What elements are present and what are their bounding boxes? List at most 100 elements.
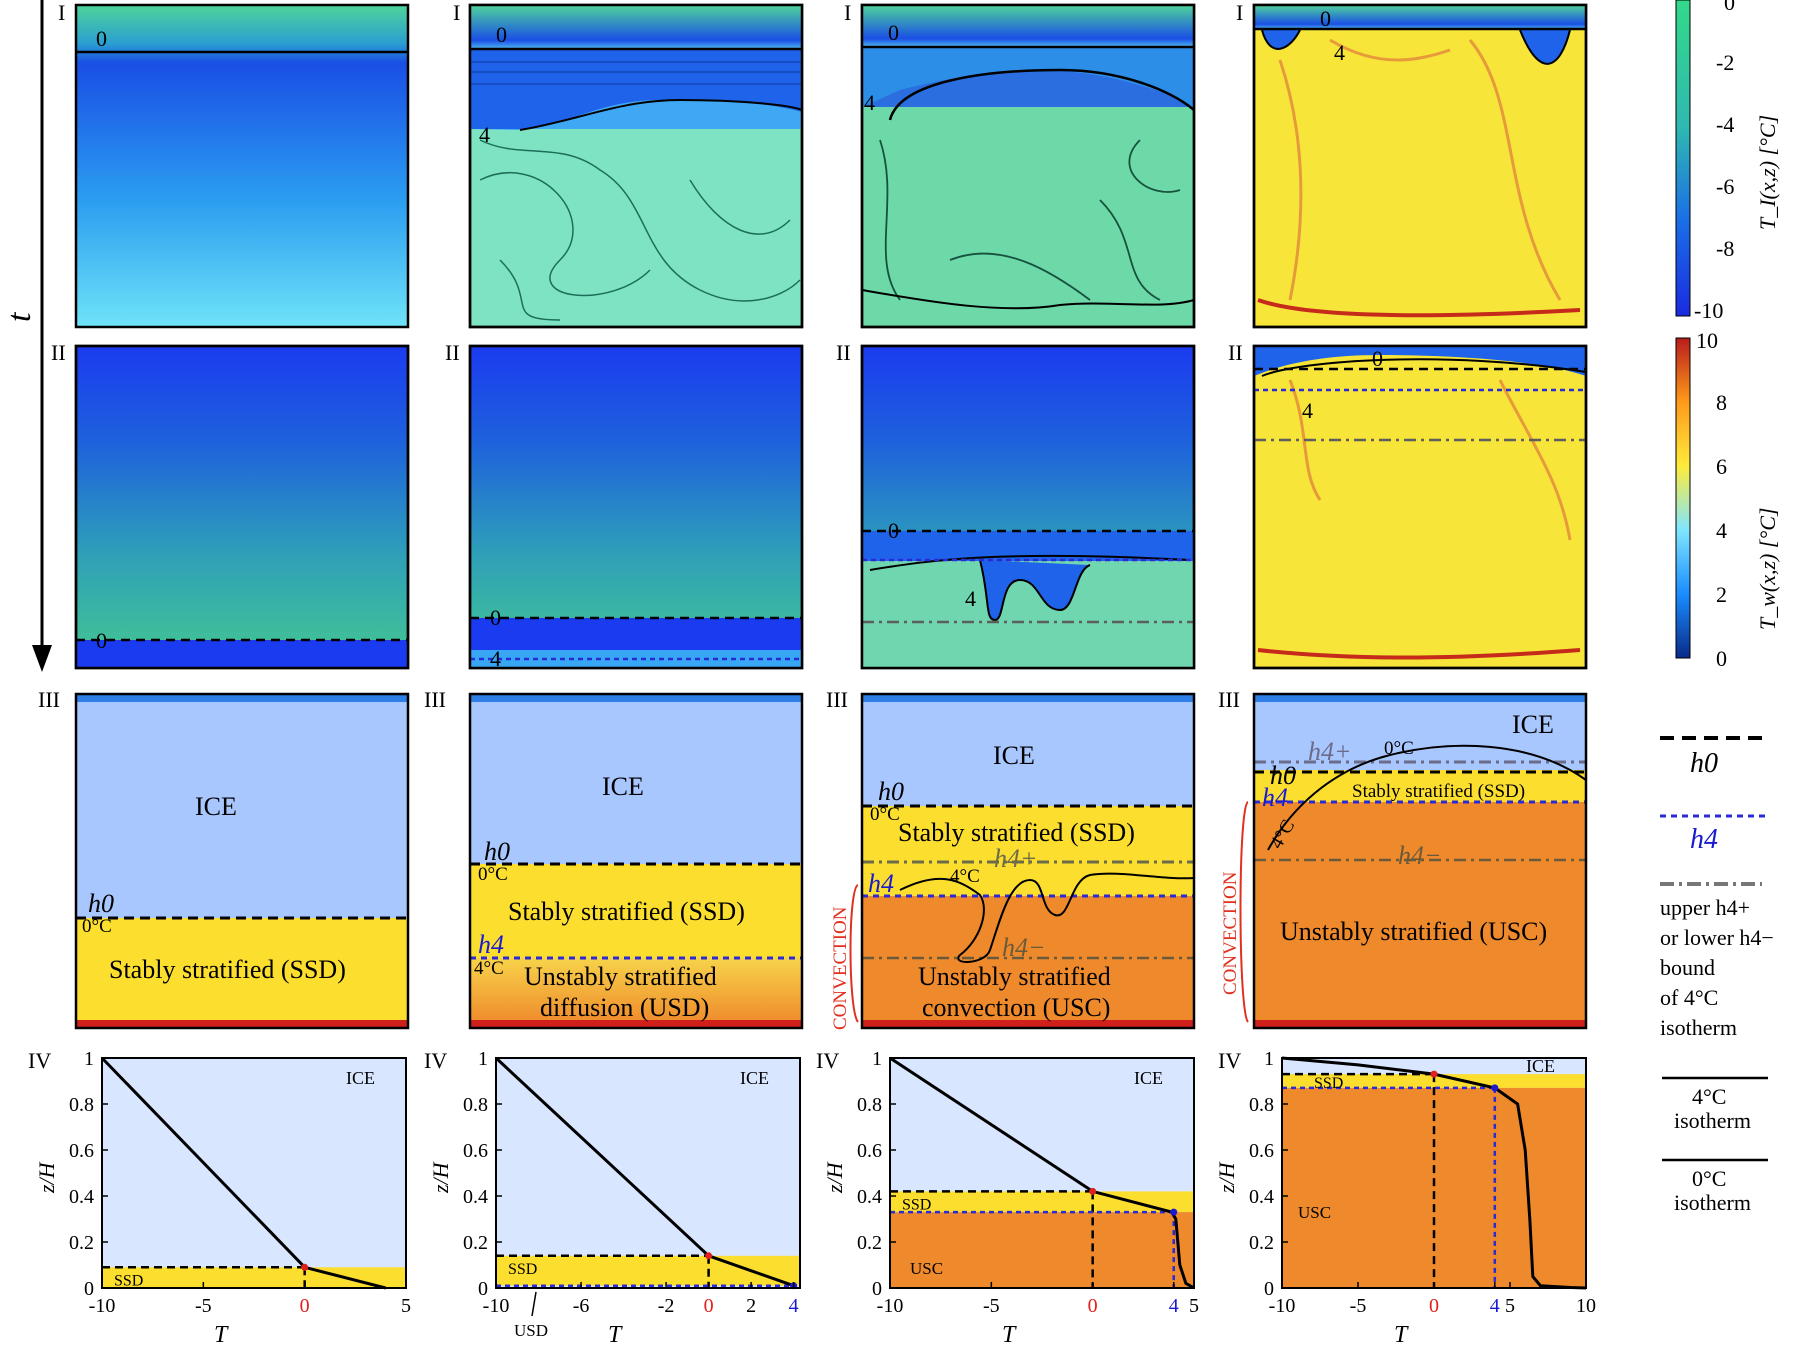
svg-text:Stably stratified (SSD): Stably stratified (SSD) [508, 897, 745, 926]
y-tick-label: 0.6 [463, 1140, 488, 1162]
row-I: 0 0 4 [58, 0, 1588, 329]
region-label-usc: USC [1298, 1203, 1331, 1222]
svg-text:ICE: ICE [602, 772, 644, 801]
svg-text:upper h4+: upper h4+ [1660, 895, 1750, 920]
region-usc [1282, 1087, 1586, 1288]
row-III: ICE h0 0°C Stably stratified (SSD) ICE h… [38, 687, 1588, 1030]
x-tick-label: 10 [1576, 1295, 1596, 1317]
svg-text:4: 4 [1716, 518, 1727, 543]
x-tick-label: 5 [1505, 1295, 1515, 1317]
profile-plot-4: 1 0.8 0.6 0.4 0.2 0 z/H -10 -5 0 4 5 10 T ICE SSD USC [1214, 1048, 1596, 1348]
isotherm-0-label: 0 [96, 26, 107, 51]
y-tick-label: 0 [872, 1278, 882, 1300]
region-label-ssd: SSD [114, 1272, 143, 1289]
region-label-ice: ICE [1134, 1068, 1163, 1088]
svg-text:III: III [1218, 687, 1240, 712]
region-label-ssd: SSD [902, 1196, 931, 1213]
svg-text:0: 0 [490, 605, 501, 630]
svg-text:h4: h4 [1262, 783, 1288, 812]
region-label-ssd: SSD [508, 1261, 537, 1278]
y-tick-label: 0.4 [69, 1186, 94, 1208]
svg-text:Unstably stratified (USC): Unstably stratified (USC) [1280, 917, 1547, 946]
y-tick-label: 1 [872, 1048, 882, 1070]
svg-text:h4−: h4− [1398, 841, 1442, 870]
legend: h0 h4 upper h4+ or lower h4− bound of 4°… [1660, 736, 1774, 1215]
y-tick-label: 0.4 [463, 1186, 488, 1208]
svg-text:Stably stratified (SSD): Stably stratified (SSD) [898, 818, 1135, 847]
y-tick-label: 0.4 [1249, 1186, 1274, 1208]
x-tick-label: 5 [401, 1295, 411, 1317]
svg-text:0: 0 [888, 20, 899, 45]
region-usc [890, 1212, 1194, 1288]
svg-text:h4: h4 [478, 930, 504, 959]
y-tick-label: 0.8 [463, 1094, 488, 1116]
plot-frame [101, 1057, 407, 1289]
svg-text:h0: h0 [878, 777, 904, 806]
svg-text:-2: -2 [1716, 50, 1734, 75]
svg-text:4: 4 [965, 586, 976, 611]
y-tick-label: 0.2 [69, 1232, 94, 1254]
svg-text:0°C: 0°C [1384, 738, 1414, 759]
snapshot-r1-c2: 0 4 [468, 3, 804, 329]
y-tick-label: 0.8 [1249, 1094, 1274, 1116]
layer-ssd-label: Stably stratified (SSD) [109, 955, 346, 984]
y-tick-label: 1 [84, 1048, 94, 1070]
svg-text:isotherm: isotherm [1660, 1015, 1737, 1040]
svg-text:h4−: h4− [1002, 933, 1046, 962]
y-tick-label: 0.6 [69, 1140, 94, 1162]
legend-h0-label: h0 [1690, 748, 1718, 779]
t0-label: 0°C [82, 916, 112, 937]
y-axis-label: z/H [1214, 1161, 1239, 1194]
svg-text:-8: -8 [1716, 236, 1734, 261]
svg-text:4°C: 4°C [474, 958, 504, 979]
svg-text:4: 4 [1334, 40, 1345, 65]
y-tick-label: 0.6 [857, 1140, 882, 1162]
svg-text:h0: h0 [1270, 761, 1296, 790]
y-tick-label: 0 [1264, 1278, 1274, 1300]
svg-text:III: III [424, 687, 446, 712]
svg-text:Unstably stratified: Unstably stratified [918, 962, 1111, 991]
x-axis-label: T [1002, 1322, 1017, 1348]
snapshot-r2-c1: 0 [74, 344, 410, 670]
svg-text:4: 4 [490, 646, 501, 671]
x-axis-label: T [608, 1322, 623, 1348]
region-label-ice: ICE [1526, 1056, 1555, 1076]
svg-text:10: 10 [1696, 328, 1718, 353]
svg-text:4: 4 [864, 90, 875, 115]
y-tick-label: 0.8 [69, 1094, 94, 1116]
svg-text:0: 0 [1372, 346, 1383, 371]
svg-text:h0: h0 [484, 837, 510, 866]
region-label-usc: USC [910, 1259, 943, 1278]
x-tick-label: -5 [1350, 1295, 1367, 1317]
snapshot-r1-c3: 0 4 [860, 3, 1196, 329]
y-tick-label: 1 [1264, 1048, 1274, 1070]
snapshot-r2-c3: 0 4 [860, 344, 1196, 670]
svg-text:0°C: 0°C [478, 864, 508, 885]
y-tick-label: 0 [84, 1278, 94, 1300]
svg-text:of 4°C: of 4°C [1660, 985, 1718, 1010]
colorbar-water: 10 8 6 4 2 0 T_w(x,z) [°C] [1675, 328, 1780, 671]
svg-text:h4+: h4+ [994, 844, 1038, 873]
region-ssd [890, 1191, 1194, 1213]
schematic-2: ICE h0 0°C Stably stratified (SSD) h4 4°… [468, 692, 804, 1030]
svg-text:4: 4 [1302, 398, 1313, 423]
svg-text:IV: IV [1218, 1048, 1241, 1073]
svg-text:I: I [1236, 0, 1243, 25]
row-II: 0 0 4 0 4 [51, 340, 1588, 671]
h0-point [705, 1252, 713, 1260]
svg-text:4: 4 [479, 122, 490, 147]
svg-text:4°C: 4°C [1692, 1084, 1726, 1109]
x-tick-label: -5 [983, 1295, 1000, 1317]
svg-text:isotherm: isotherm [1674, 1190, 1751, 1215]
y-tick-label: 0.2 [857, 1232, 882, 1254]
y-tick-label: 0 [478, 1278, 488, 1300]
h0-point [1430, 1070, 1438, 1078]
profile-plot-2: 1 0.8 0.6 0.4 0.2 0 z/H -10 -6 -2 0 2 4 T ICE SSD USD [428, 1048, 801, 1348]
svg-text:bound: bound [1660, 955, 1715, 980]
x-tick-label: -5 [195, 1295, 212, 1317]
svg-text:8: 8 [1716, 390, 1727, 415]
plot-frame [889, 1057, 1195, 1289]
time-axis-arrowhead [32, 645, 52, 672]
x-tick-label: -10 [1269, 1295, 1296, 1317]
region-ssd [102, 1267, 406, 1288]
